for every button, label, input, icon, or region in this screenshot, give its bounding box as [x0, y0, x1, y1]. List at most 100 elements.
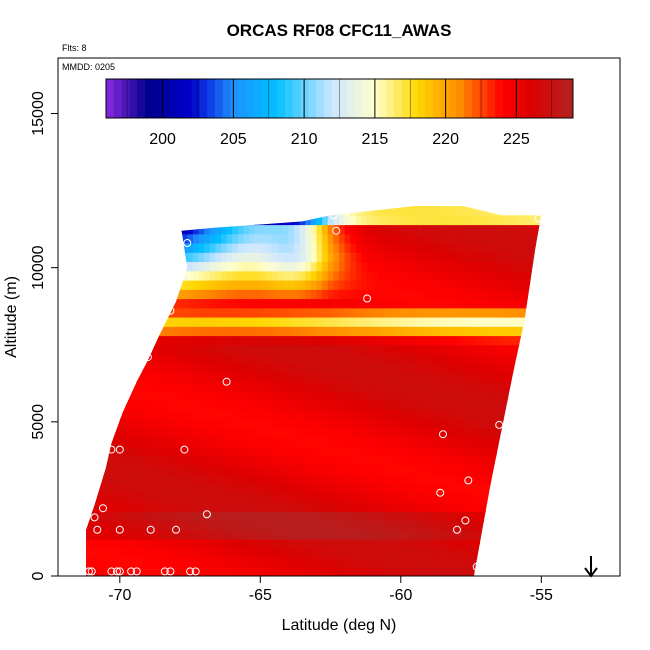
heat-cell [344, 455, 351, 466]
heat-cell [412, 289, 419, 300]
heat-cell [254, 557, 261, 568]
heat-cell [204, 261, 211, 272]
heat-cell [243, 280, 250, 290]
heat-cell [75, 410, 81, 420]
heat-cell [462, 326, 469, 337]
heat-cell [220, 326, 228, 337]
heat-cell [457, 317, 464, 327]
heat-cell [176, 548, 183, 559]
heat-cell [136, 446, 143, 457]
heat-cell [501, 243, 509, 253]
heat-cell [423, 539, 430, 549]
heat-cell [524, 280, 531, 290]
heat-cell [271, 206, 278, 207]
heat-cell [170, 252, 177, 263]
heat-cell [198, 270, 205, 281]
heat-cell [153, 539, 160, 549]
heat-cell [198, 335, 205, 346]
heat-cell [507, 307, 514, 318]
heat-cell [299, 363, 306, 374]
heat-cell [159, 428, 166, 438]
heat-cell [97, 307, 104, 318]
heat-cell [603, 308, 609, 318]
heat-cell [232, 344, 239, 355]
heat-cell [187, 566, 194, 576]
heat-cell [524, 243, 531, 253]
heat-cell [412, 483, 419, 494]
heat-cell [389, 224, 396, 235]
heat-cell [524, 428, 531, 438]
heat-cell [361, 372, 368, 383]
heat-cell [299, 381, 306, 392]
heat-cell [609, 363, 615, 373]
heat-cell [361, 317, 368, 327]
heat-cell [260, 391, 267, 401]
heat-cell [181, 270, 188, 281]
x-tick-label: -60 [389, 587, 412, 604]
heat-cell [249, 344, 256, 355]
heat-cell [383, 335, 391, 346]
heat-cell [164, 317, 171, 327]
heat-cell [412, 215, 419, 226]
heat-cell [69, 271, 75, 281]
heat-cell [102, 224, 110, 235]
heat-cell [417, 455, 424, 466]
heat-cell [260, 280, 267, 290]
heat-cell [468, 400, 475, 411]
heat-cell [243, 520, 250, 531]
heat-cell [490, 289, 497, 300]
heat-cell [147, 326, 155, 337]
heat-cell [159, 206, 166, 207]
heat-cell [282, 511, 290, 522]
heat-cell [91, 381, 98, 392]
heat-cell [518, 206, 526, 207]
heat-cell [232, 520, 239, 531]
heat-cell [164, 280, 171, 290]
heat-cell [440, 307, 447, 318]
heat-cell [541, 308, 547, 318]
heat-cell [147, 529, 155, 540]
heat-cell [226, 270, 233, 281]
heat-cell [91, 317, 98, 327]
heat-cell [192, 307, 200, 318]
heat-cell [198, 400, 205, 411]
heat-cell [277, 206, 284, 207]
heat-cell [136, 261, 143, 272]
heat-cell [513, 566, 520, 576]
heat-cell [400, 539, 408, 549]
heat-cell [501, 317, 509, 327]
heat-cell [541, 299, 547, 309]
heat-cell [428, 511, 436, 522]
heat-cell [581, 308, 587, 318]
heat-cell [451, 317, 458, 327]
heat-cell [305, 270, 312, 281]
heat-cell [592, 493, 598, 503]
heat-cell [339, 502, 346, 512]
heat-cell [479, 529, 486, 540]
colorbar-swatch [207, 79, 216, 118]
heat-cell [187, 372, 194, 383]
heat-cell [327, 354, 334, 364]
colorbar-tick-label: 205 [220, 131, 247, 148]
heat-cell [535, 354, 542, 364]
heat-cell [440, 261, 447, 272]
heat-cell [260, 409, 267, 420]
heat-cell [249, 566, 256, 576]
heat-cell [372, 511, 379, 522]
heat-cell [378, 270, 385, 281]
heat-cell [294, 566, 301, 576]
heat-cell [102, 270, 110, 281]
heat-cell [367, 270, 374, 281]
heat-cell [243, 206, 250, 207]
heat-cell [592, 484, 598, 494]
heat-cell [322, 317, 329, 327]
heat-cell [97, 520, 104, 531]
heat-cell [395, 289, 402, 300]
heat-cell [136, 307, 143, 318]
heat-cell [395, 409, 402, 420]
heat-cell [558, 206, 564, 216]
heat-cell [518, 335, 526, 346]
heat-cell [609, 502, 615, 512]
heat-cell [153, 511, 160, 522]
heat-cell [333, 455, 340, 466]
